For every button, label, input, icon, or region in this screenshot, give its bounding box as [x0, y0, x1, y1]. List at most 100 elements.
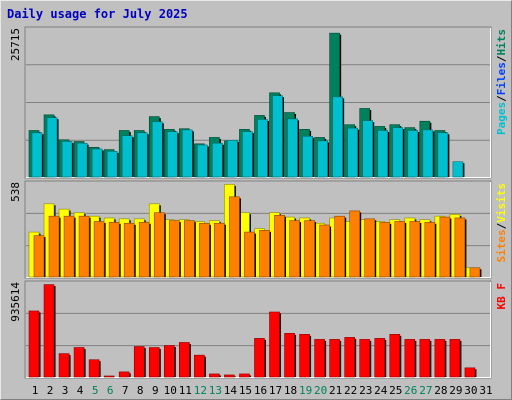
legend-entry: KB — [495, 296, 508, 310]
bar-sites-day-28 — [439, 216, 451, 278]
bar-pages-day-13 — [212, 142, 223, 178]
bar-kbytes-day-3 — [58, 353, 70, 378]
bar-kbytes-day-2 — [43, 284, 55, 378]
legend-entry: / — [495, 55, 508, 62]
x-label-day-7: 7 — [122, 384, 129, 397]
bar-sites-day-9 — [153, 212, 165, 278]
legend-entry: F — [495, 283, 508, 296]
bar-pages-day-28 — [437, 132, 449, 178]
bar-pages-day-6 — [106, 151, 118, 178]
bar-sites-day-27 — [424, 222, 436, 278]
bar-pages-day-5 — [91, 148, 103, 178]
bar-sites-day-12 — [199, 222, 210, 278]
x-label-day-12: 12 — [194, 384, 207, 397]
bar-pages-day-23 — [362, 120, 374, 178]
bar-sites-day-19 — [304, 220, 315, 278]
bar-sites-day-23 — [364, 218, 376, 278]
bar-sites-day-30 — [469, 267, 481, 278]
y-max-label-kbytes: 935614 — [9, 282, 22, 322]
bar-sites-day-4 — [78, 215, 90, 278]
bar-kbytes-day-28 — [434, 339, 446, 378]
bar-pages-day-20 — [317, 140, 328, 178]
x-label-day-25: 25 — [389, 384, 402, 397]
bar-pages-day-16 — [257, 119, 268, 178]
bar-sites-day-20 — [319, 224, 330, 278]
x-label-day-26: 26 — [404, 384, 417, 397]
bar-kbytes-day-20 — [314, 339, 325, 378]
bar-kbytes-day-16 — [254, 338, 265, 378]
bar-kbytes-day-4 — [73, 347, 85, 378]
bar-kbytes-day-13 — [209, 373, 220, 378]
bar-kbytes-day-6 — [103, 375, 115, 378]
bar-sites-day-8 — [138, 222, 150, 278]
bar-kbytes-day-7 — [118, 371, 130, 378]
x-label-day-27: 27 — [419, 384, 432, 397]
x-label-day-23: 23 — [359, 384, 372, 397]
x-label-day-11: 11 — [179, 384, 192, 397]
bar-kbytes-day-10 — [163, 345, 175, 378]
bar-kbytes-day-27 — [419, 339, 431, 378]
x-label-day-13: 13 — [209, 384, 222, 397]
legend-visits-sites: Sites/Visits — [495, 183, 508, 263]
x-label-day-22: 22 — [344, 384, 357, 397]
bar-sites-day-14 — [229, 196, 240, 278]
bar-kbytes-day-12 — [194, 354, 205, 378]
legend-entry: / — [495, 222, 508, 229]
x-label-day-16: 16 — [254, 384, 267, 397]
x-label-day-18: 18 — [284, 384, 297, 397]
bar-kbytes-day-5 — [88, 359, 100, 378]
bar-sites-day-26 — [409, 221, 421, 278]
bar-sites-day-3 — [63, 215, 75, 278]
bar-kbytes-day-18 — [284, 333, 295, 378]
x-label-day-1: 1 — [32, 384, 39, 397]
bar-sites-day-7 — [123, 222, 135, 278]
bar-sites-day-29 — [454, 217, 466, 278]
bar-sites-day-16 — [259, 230, 270, 278]
bar-sites-day-25 — [394, 221, 406, 278]
legend-entry: Pages — [495, 102, 508, 135]
x-label-day-4: 4 — [77, 384, 84, 397]
x-label-day-2: 2 — [47, 384, 54, 397]
x-label-day-19: 19 — [299, 384, 312, 397]
x-label-day-3: 3 — [62, 384, 69, 397]
bar-sites-day-6 — [108, 222, 120, 278]
bar-pages-day-11 — [182, 129, 193, 178]
bar-kbytes-day-1 — [28, 310, 40, 378]
bar-pages-day-21 — [332, 96, 343, 178]
x-label-day-15: 15 — [239, 384, 252, 397]
bar-sites-day-24 — [379, 222, 391, 278]
bar-kbytes-day-26 — [404, 339, 416, 378]
x-label-day-21: 21 — [329, 384, 342, 397]
x-label-day-29: 29 — [449, 384, 462, 397]
legend-entry: Sites — [495, 229, 508, 262]
x-label-day-28: 28 — [434, 384, 447, 397]
bar-pages-day-4 — [76, 142, 88, 178]
y-max-label-hits-files-pages: 25715 — [9, 28, 22, 61]
x-label-day-30: 30 — [464, 384, 477, 397]
bar-pages-day-24 — [377, 130, 389, 178]
bar-sites-day-21 — [334, 215, 345, 278]
x-label-day-17: 17 — [269, 384, 282, 397]
bar-pages-day-26 — [407, 130, 419, 178]
bar-pages-day-27 — [422, 129, 434, 178]
bar-sites-day-2 — [48, 215, 60, 278]
legend-entry: Hits — [495, 29, 508, 56]
bar-kbytes-day-17 — [269, 311, 280, 378]
bar-pages-day-17 — [272, 95, 283, 178]
bar-pages-day-14 — [227, 140, 238, 178]
bar-kbytes-day-15 — [239, 373, 250, 378]
bar-kbytes-day-29 — [449, 339, 461, 378]
bar-kbytes-day-21 — [329, 339, 340, 378]
bar-kbytes-day-19 — [299, 334, 310, 378]
bar-pages-day-25 — [392, 127, 404, 178]
bar-kbytes-day-25 — [389, 334, 401, 378]
bar-kbytes-day-22 — [344, 337, 355, 378]
bar-sites-day-15 — [244, 231, 255, 278]
x-label-day-31: 31 — [479, 384, 492, 397]
x-label-day-5: 5 — [92, 384, 99, 397]
bar-sites-day-13 — [214, 222, 225, 278]
bar-pages-day-7 — [121, 135, 133, 178]
bar-kbytes-day-11 — [179, 342, 190, 378]
